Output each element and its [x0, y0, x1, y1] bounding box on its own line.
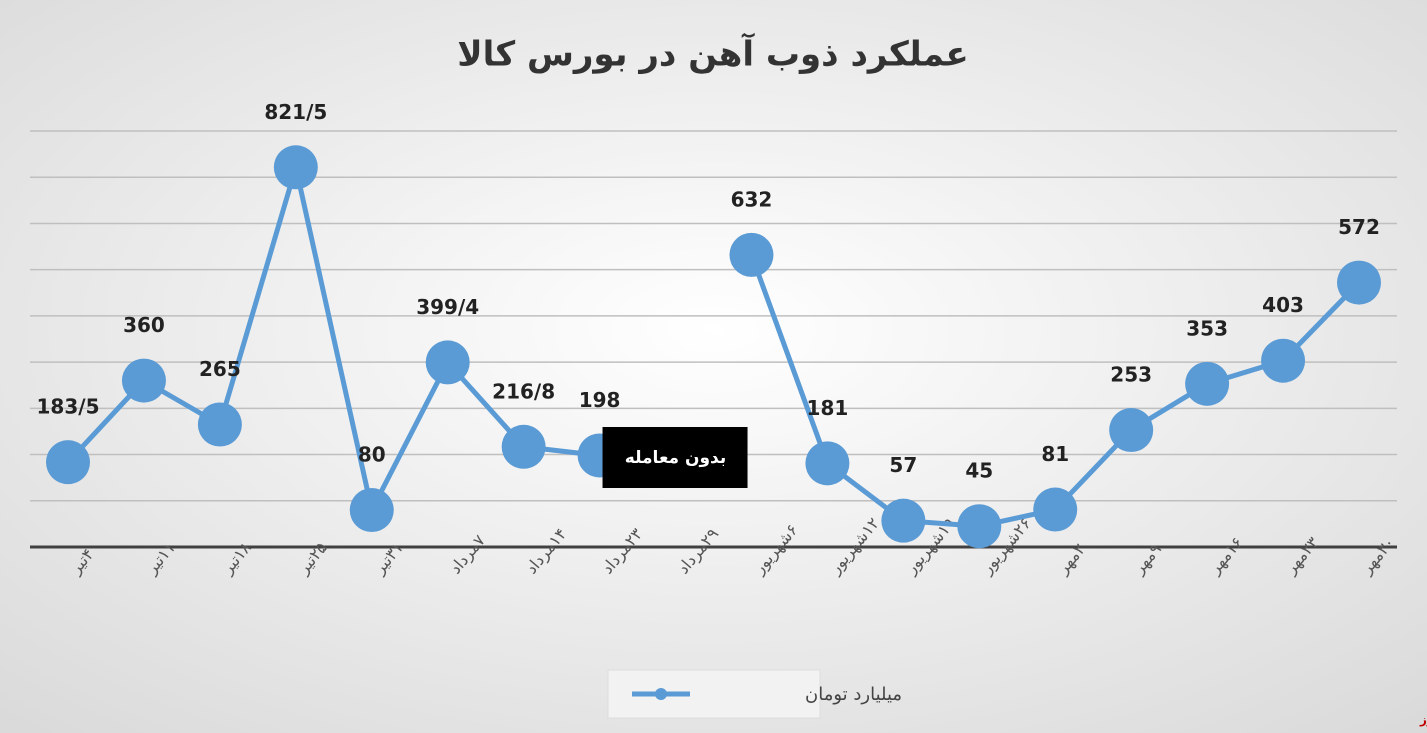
chart-title: عملکرد ذوب آهن در بورس کالا [457, 33, 968, 75]
point [957, 504, 1002, 549]
data-label: 821/5 [264, 100, 327, 124]
legend-label: میلیارد تومان [805, 684, 902, 705]
data-label: 80 [358, 443, 386, 467]
data-label: 403 [1262, 293, 1304, 317]
point [46, 440, 90, 485]
point [1109, 408, 1154, 453]
data-label: 198 [579, 388, 621, 412]
point [1185, 361, 1230, 406]
data-label: 216/8 [492, 379, 555, 403]
point [1033, 487, 1078, 532]
point [273, 145, 318, 190]
point [197, 402, 242, 447]
data-label: 253 [1110, 363, 1152, 387]
data-label: 572 [1338, 215, 1380, 239]
point [729, 232, 774, 277]
data-label: 81 [1041, 442, 1069, 466]
point [425, 340, 470, 385]
point [349, 488, 394, 533]
data-label: 265 [199, 357, 241, 381]
data-label: 353 [1186, 316, 1228, 340]
data-label: 399/4 [416, 295, 479, 319]
annotation-box [602, 427, 748, 488]
point [501, 424, 546, 469]
source: بورس نیوز [1419, 713, 1427, 728]
data-label: 181 [807, 396, 849, 420]
legend-marker [655, 688, 667, 700]
point [881, 498, 926, 543]
data-label: 360 [123, 313, 165, 337]
point [1261, 338, 1306, 383]
data-label: 183/5 [37, 395, 100, 419]
point [805, 441, 850, 486]
point [121, 358, 166, 403]
data-label: 632 [731, 187, 773, 211]
data-label: 45 [965, 459, 993, 483]
annotation: بدون معامله [625, 448, 726, 468]
point [1337, 260, 1381, 305]
data-label: 57 [889, 453, 917, 477]
